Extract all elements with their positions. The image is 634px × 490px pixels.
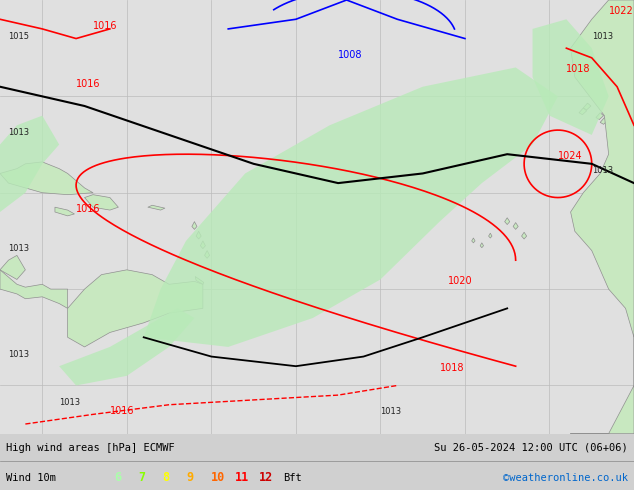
Text: 1018: 1018 <box>439 363 464 373</box>
Text: 1015: 1015 <box>8 31 29 41</box>
Text: 1013: 1013 <box>592 167 613 175</box>
Text: 6: 6 <box>114 471 121 484</box>
Text: 7: 7 <box>138 471 145 484</box>
Text: 1008: 1008 <box>338 50 363 60</box>
Text: High wind areas [hPa] ECMWF: High wind areas [hPa] ECMWF <box>6 443 175 453</box>
Text: 11: 11 <box>235 471 249 484</box>
Text: 1016: 1016 <box>110 406 134 416</box>
Text: 1020: 1020 <box>448 276 473 286</box>
Text: 10: 10 <box>210 471 224 484</box>
Text: Su 26-05-2024 12:00 UTC (06+06): Su 26-05-2024 12:00 UTC (06+06) <box>434 443 628 453</box>
Text: 1018: 1018 <box>566 64 591 74</box>
Text: 12: 12 <box>259 471 273 484</box>
Text: ©weatheronline.co.uk: ©weatheronline.co.uk <box>503 472 628 483</box>
Text: 9: 9 <box>186 471 193 484</box>
Text: 1016: 1016 <box>76 79 101 89</box>
Text: 1022: 1022 <box>609 6 633 17</box>
Text: Bft: Bft <box>283 472 302 483</box>
Text: 1013: 1013 <box>592 31 613 41</box>
Text: 1013: 1013 <box>8 244 30 252</box>
Text: 8: 8 <box>162 471 169 484</box>
Text: 1016: 1016 <box>76 204 101 214</box>
Text: 1013: 1013 <box>8 128 30 137</box>
Text: Wind 10m: Wind 10m <box>6 472 56 483</box>
Text: 1013: 1013 <box>8 349 30 359</box>
Text: 1013: 1013 <box>380 407 401 416</box>
Text: 1024: 1024 <box>558 151 583 161</box>
Text: 1016: 1016 <box>93 21 117 31</box>
Text: 1013: 1013 <box>59 398 81 407</box>
